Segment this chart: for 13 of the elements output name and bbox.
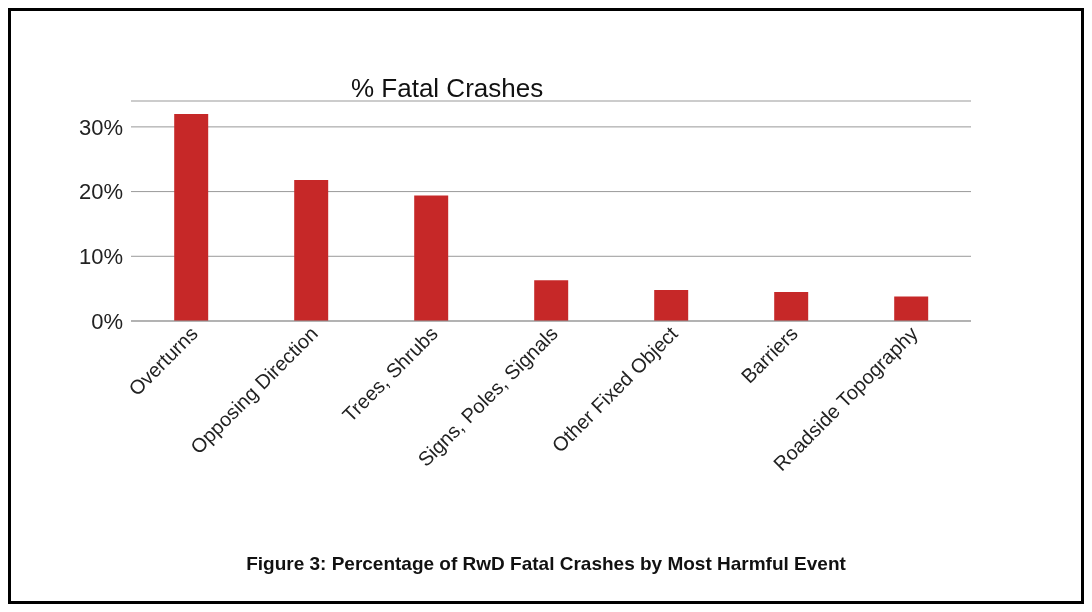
bar <box>534 280 569 321</box>
y-tick-label: 0% <box>91 308 123 334</box>
bar <box>654 289 689 321</box>
y-tick-label: 20% <box>78 179 123 205</box>
bar <box>414 195 449 321</box>
bar <box>174 113 209 321</box>
bar <box>894 296 929 321</box>
bar <box>294 179 329 321</box>
bar <box>774 291 809 321</box>
y-tick-label: 10% <box>78 244 123 270</box>
y-tick-label: 30% <box>78 114 123 140</box>
chart-title: % Fatal Crashes <box>351 73 544 104</box>
caption: Figure 3: Percentage of RwD Fatal Crashes by Most Harmful Event <box>245 553 847 575</box>
